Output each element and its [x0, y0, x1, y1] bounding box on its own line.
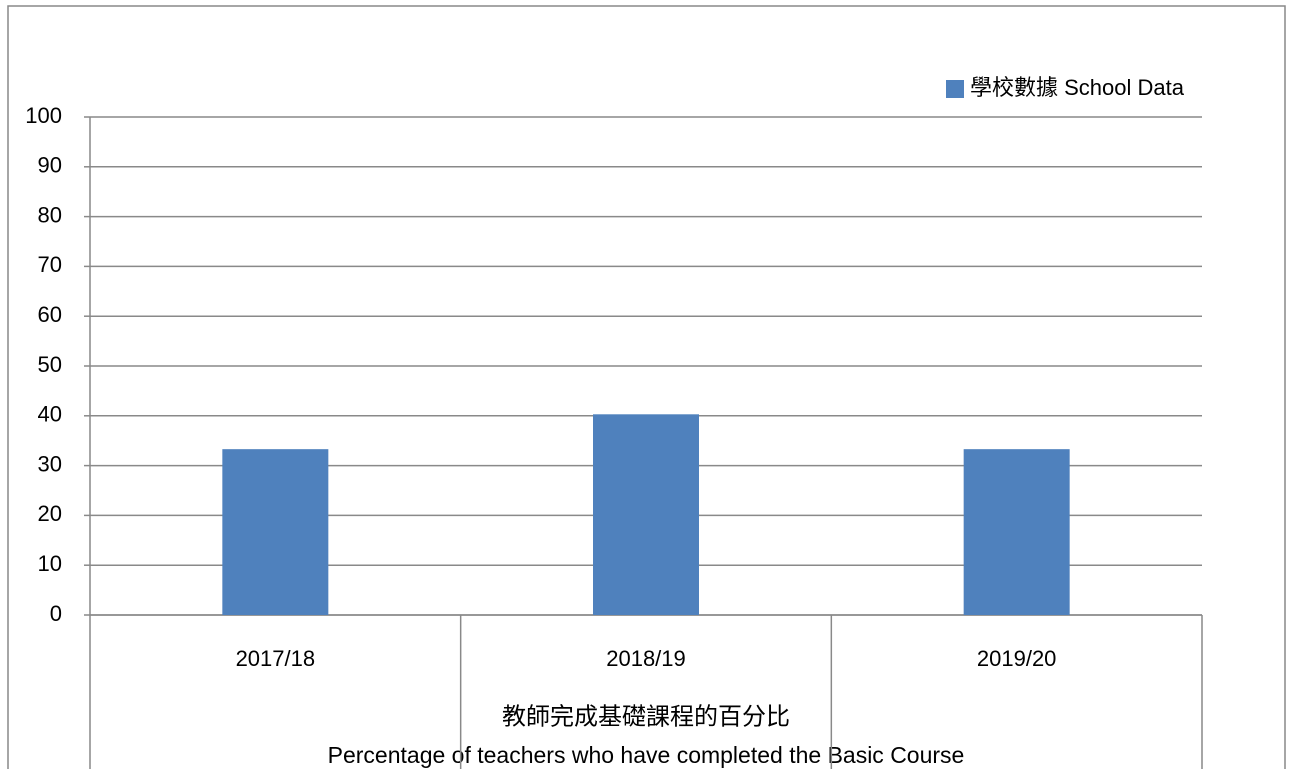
x-tick-label: 2017/18: [236, 646, 316, 671]
y-tick-label: 90: [38, 153, 62, 178]
x-tick-label: 2019/20: [977, 646, 1057, 671]
y-tick-label: 50: [38, 352, 62, 377]
y-tick-label: 60: [38, 302, 62, 327]
x-tick-label: 2018/19: [606, 646, 686, 671]
y-tick-label: 0: [50, 601, 62, 626]
y-tick-label: 10: [38, 551, 62, 576]
bar: [593, 414, 699, 615]
y-tick-label: 40: [38, 402, 62, 427]
legend-label: 學校數據 School Data: [970, 75, 1185, 100]
legend-swatch: [946, 80, 964, 98]
y-tick-label: 80: [38, 202, 62, 227]
x-axis-title: Percentage of teachers who have complete…: [328, 742, 965, 768]
y-tick-label: 30: [38, 451, 62, 476]
bar: [963, 449, 1070, 615]
bar: [222, 449, 329, 615]
chart-border: [7, 5, 1286, 769]
x-axis-title: 教師完成基礎課程的百分比: [502, 703, 790, 730]
y-tick-label: 70: [38, 252, 62, 277]
y-tick-label: 20: [38, 501, 62, 526]
y-tick-label: 100: [25, 103, 62, 128]
